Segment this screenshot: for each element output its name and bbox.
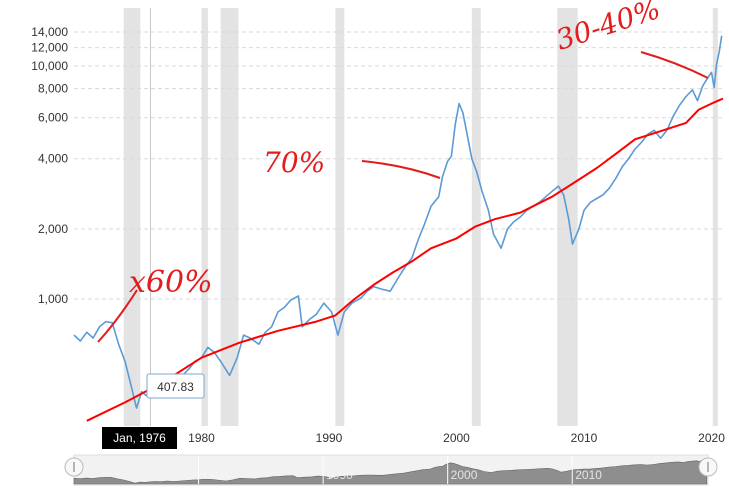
- navigator-left-handle[interactable]: [64, 457, 84, 477]
- series-line-1: [73, 35, 723, 409]
- x-tick-label: 2010: [571, 431, 598, 445]
- recession-band-2: [201, 8, 208, 426]
- series-lines: [73, 35, 724, 422]
- navigator-year-label: 1990: [326, 468, 353, 482]
- y-tick-label: 10,000: [31, 59, 68, 73]
- annotation-stroke-1998: [361, 160, 441, 179]
- y-tick-label: 12,000: [31, 41, 68, 55]
- x-axis-tick-labels: 1980 1990 2000 2010 2020: [188, 431, 725, 445]
- handwritten-annotations: x60% 70% 30-40%: [97, 0, 709, 343]
- recession-band-5: [471, 8, 481, 426]
- annotation-label-early: x60%: [129, 265, 213, 300]
- navigator-year-label: 1980: [202, 468, 229, 482]
- navigator-year-label: 2010: [575, 468, 602, 482]
- recession-band-4: [335, 8, 345, 426]
- crosshair-date-text: Jan, 1976: [113, 431, 166, 445]
- annotation-stroke-2018: [640, 51, 709, 79]
- x-tick-label: 2020: [698, 431, 725, 445]
- tooltip-value: 407.83: [157, 380, 194, 394]
- series-line-2: [86, 97, 724, 422]
- navigator-right-handle[interactable]: [698, 457, 718, 477]
- recession-band-7: [712, 8, 718, 426]
- recession-band-1: [123, 8, 141, 426]
- crosshair-date-label: Jan, 1976: [102, 427, 177, 449]
- y-tick-label: 14,000: [31, 25, 68, 39]
- annotation-label-1998: 70%: [263, 146, 325, 179]
- y-tick-label: 4,000: [38, 152, 68, 166]
- navigator-series-area: [73, 457, 708, 485]
- recession-band-3: [220, 8, 239, 426]
- gridlines: [74, 31, 723, 300]
- x-tick-label: 1990: [316, 431, 343, 445]
- y-tick-label: 6,000: [38, 111, 68, 125]
- y-tick-label: 2,000: [38, 222, 68, 236]
- y-axis-tick-labels: 1,000 2,000 4,000 6,000 8,000 10,000 12,000 14,…: [31, 25, 68, 306]
- x-tick-label: 2000: [443, 431, 470, 445]
- value-tooltip: 407.83: [146, 373, 205, 399]
- x-tick-label: 1980: [188, 431, 215, 445]
- y-tick-label: 1,000: [38, 292, 68, 306]
- annotation-stroke-early: [97, 289, 138, 343]
- range-navigator[interactable]: 1980 1990 2000 2010: [64, 454, 718, 486]
- y-tick-label: 8,000: [38, 82, 68, 96]
- navigator-year-label: 2000: [451, 468, 478, 482]
- navigator-year-labels: 1980 1990 2000 2010: [198, 456, 602, 484]
- recession-bands: [123, 8, 718, 426]
